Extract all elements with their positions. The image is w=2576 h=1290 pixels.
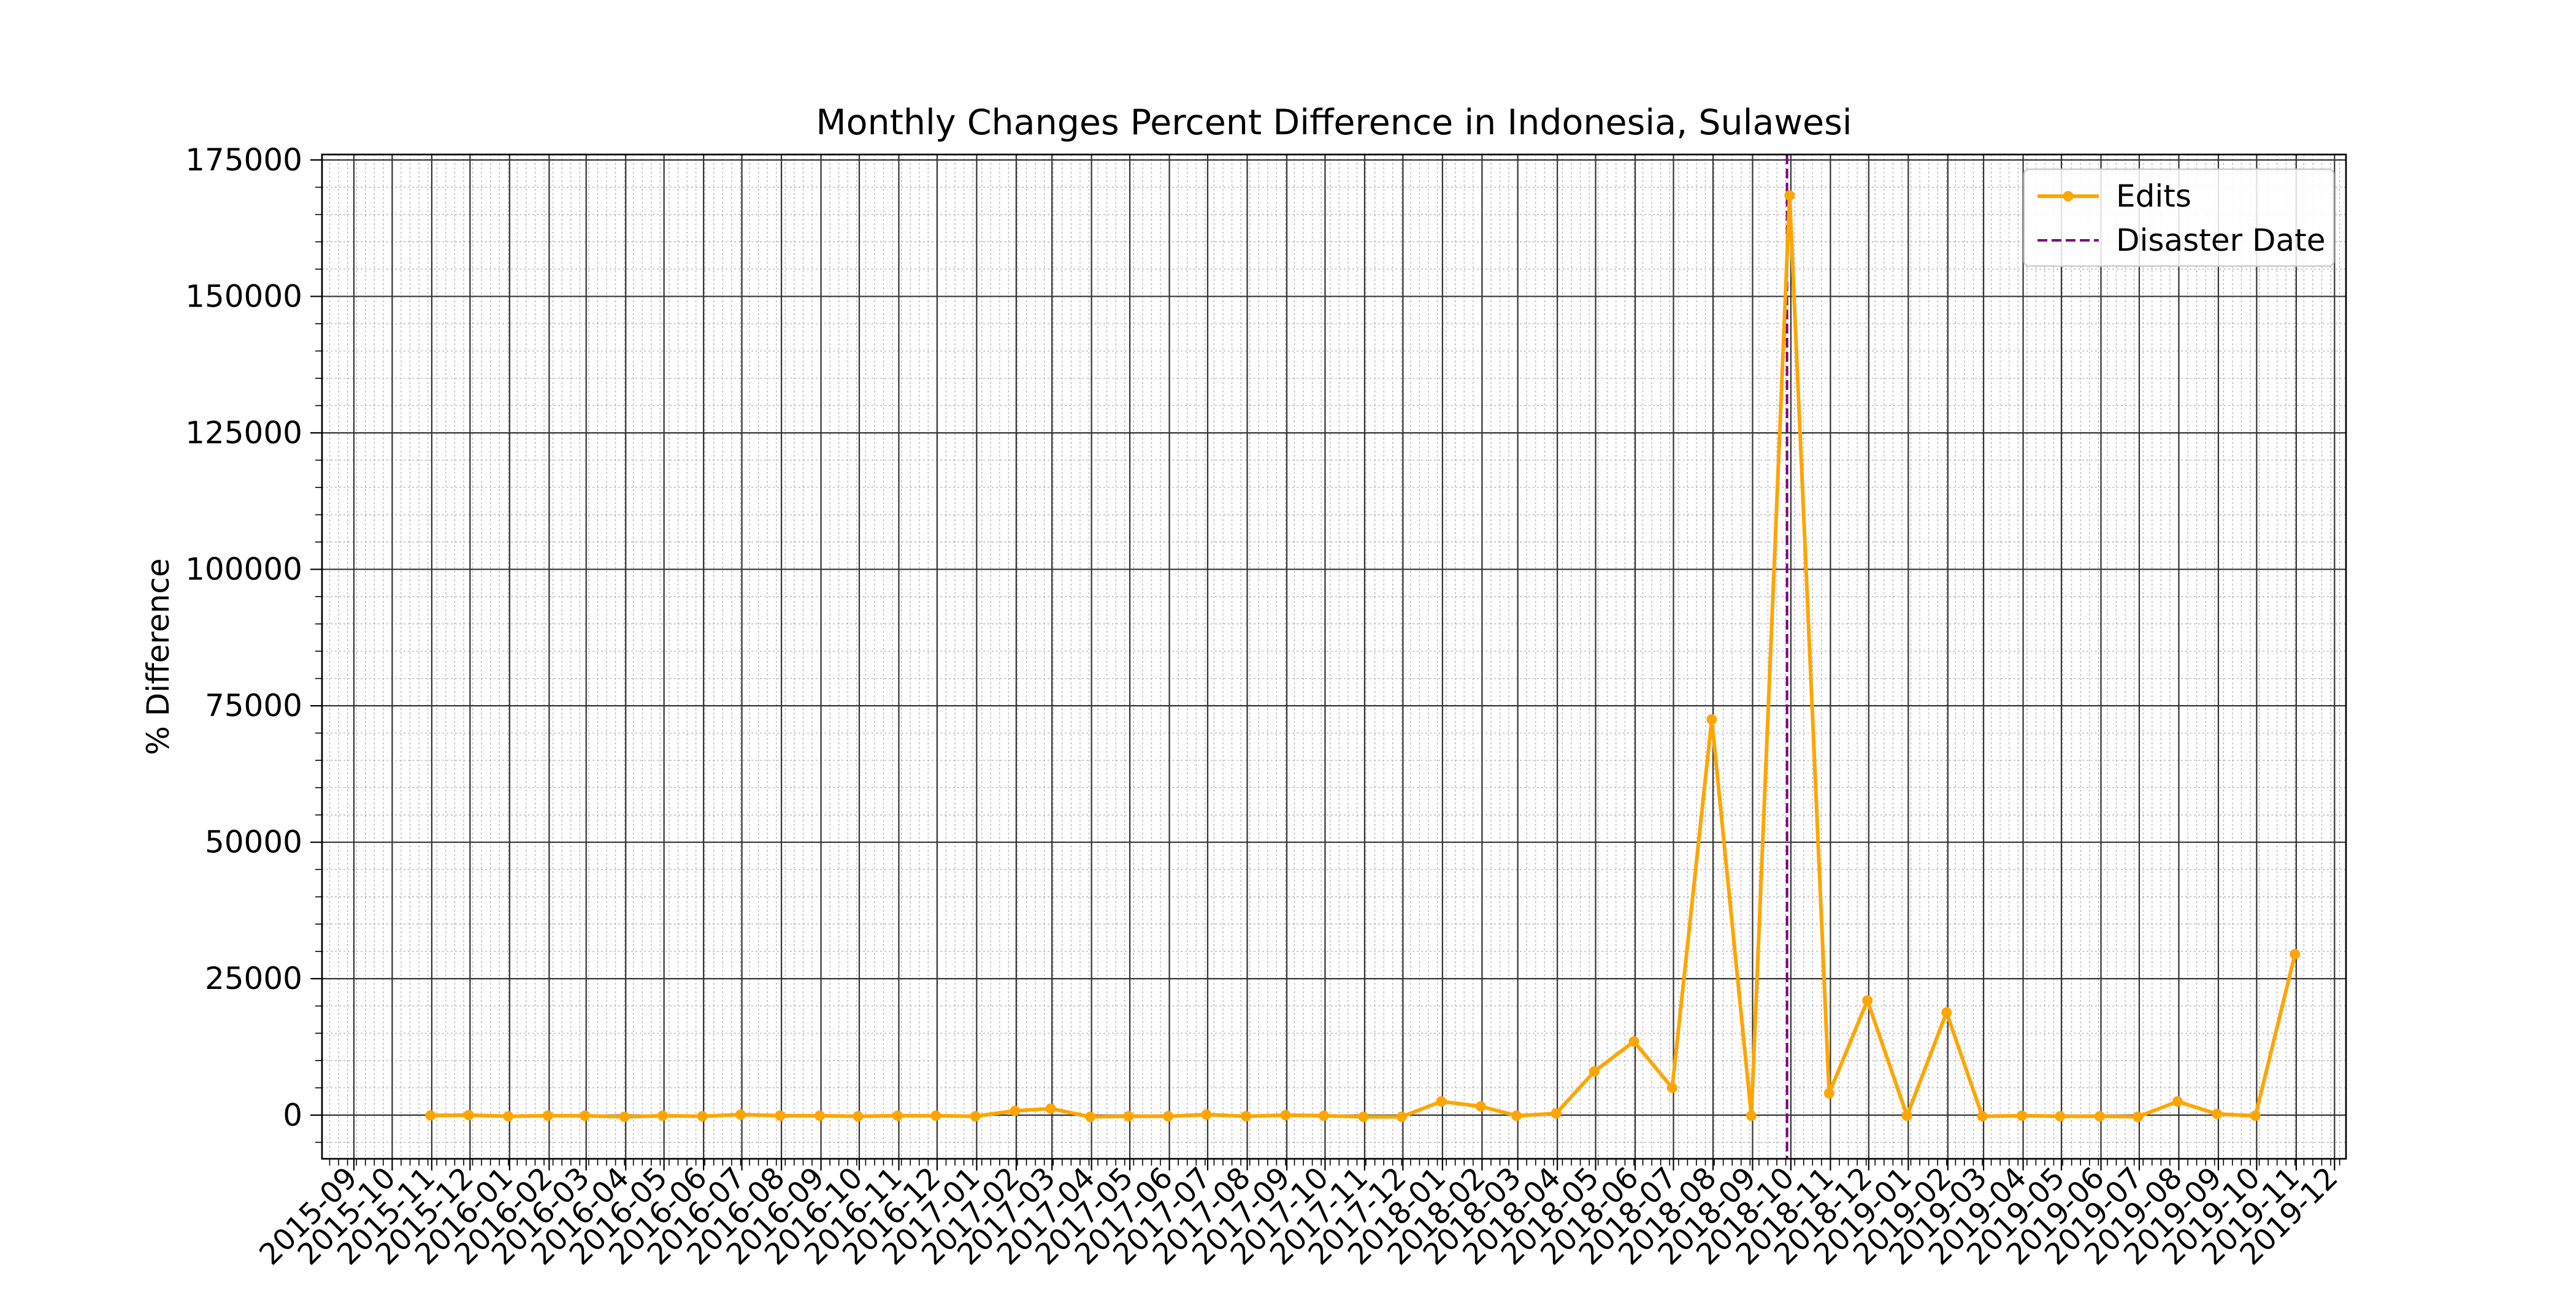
edits-data-point xyxy=(1123,1111,1134,1122)
y-tick-label: 150000 xyxy=(185,278,302,314)
edits-data-point xyxy=(542,1110,553,1121)
edits-data-point xyxy=(2055,1111,2066,1122)
chart-title: Monthly Changes Percent Difference in In… xyxy=(816,102,1852,143)
edits-data-point xyxy=(1941,1007,1952,1018)
legend-box xyxy=(2023,168,2335,267)
edits-data-point xyxy=(1666,1082,1677,1093)
edits-data-point xyxy=(1240,1111,1251,1122)
edits-data-point xyxy=(503,1111,514,1122)
edits-data-point xyxy=(1862,995,1873,1006)
edits-data-point xyxy=(2212,1109,2223,1120)
legend: Edits Disaster Date xyxy=(2023,168,2335,267)
y-axis-label: % Difference xyxy=(140,558,176,755)
edits-data-point xyxy=(2172,1096,2183,1107)
edits-data-point xyxy=(1977,1111,1988,1122)
edits-data-point xyxy=(1901,1110,1912,1121)
edits-data-point xyxy=(425,1110,436,1121)
edits-data-point xyxy=(853,1111,864,1122)
edits-data-point xyxy=(1589,1066,1600,1077)
edits-data-point xyxy=(619,1112,630,1122)
edits-data-point xyxy=(1396,1112,1407,1122)
edits-data-point xyxy=(580,1110,591,1121)
y-axis: 0 25000 50000 75000 100000 125000 150000 175000 xyxy=(185,142,322,1143)
legend-disaster-label: Disaster Date xyxy=(2116,223,2325,258)
edits-data-point xyxy=(463,1110,474,1121)
y-tick-label: 175000 xyxy=(185,142,302,178)
y-tick-label: 100000 xyxy=(185,552,302,587)
y-tick-label: 75000 xyxy=(205,688,302,723)
edits-data-point xyxy=(1823,1088,1834,1099)
legend-edits-label: Edits xyxy=(2116,178,2191,214)
edits-data-point xyxy=(1280,1110,1291,1121)
edits-data-point xyxy=(815,1110,825,1121)
edits-data-point xyxy=(930,1110,941,1121)
edits-data-point xyxy=(1706,714,1717,725)
edits-data-point xyxy=(2133,1112,2144,1122)
edits-data-point xyxy=(1358,1112,1369,1122)
edits-data-point xyxy=(1746,1110,1757,1121)
edits-data-point xyxy=(970,1111,981,1122)
edits-data-point xyxy=(775,1110,786,1121)
plot-frame xyxy=(321,153,2347,1160)
edits-data-point xyxy=(1551,1108,1562,1119)
edits-data-point xyxy=(1784,190,1795,201)
y-tick-label: 50000 xyxy=(205,825,302,860)
edits-data-point xyxy=(697,1111,708,1122)
edits-data-point xyxy=(1436,1096,1447,1107)
y-tick-label: 0 xyxy=(283,1097,302,1133)
edits-data-point xyxy=(2017,1110,2027,1121)
edits-data-point xyxy=(1163,1111,1173,1122)
edits-data-point xyxy=(2290,948,2301,960)
edits-data-point xyxy=(2250,1110,2261,1121)
edits-data-point xyxy=(1628,1036,1639,1047)
edits-data-point xyxy=(735,1109,746,1120)
edits-data-point xyxy=(1511,1110,1522,1121)
edits-data-point xyxy=(1010,1105,1021,1116)
edits-data-point xyxy=(1045,1103,1056,1114)
edits-data-point xyxy=(1475,1101,1486,1112)
edits-data-point xyxy=(657,1110,668,1121)
minor-gridlines xyxy=(322,155,2346,1159)
edits-data-point xyxy=(1201,1109,1212,1120)
y-tick-label: 125000 xyxy=(185,415,302,451)
series-layer xyxy=(425,190,2301,1122)
edits-data-point xyxy=(892,1110,903,1121)
edits-data-point xyxy=(2094,1111,2105,1122)
major-gridlines xyxy=(322,155,2346,1159)
edits-data-point xyxy=(1318,1110,1329,1121)
edits-data-point xyxy=(1085,1112,1096,1122)
y-tick-label: 25000 xyxy=(205,961,302,996)
legend-edits-marker xyxy=(2063,191,2074,202)
